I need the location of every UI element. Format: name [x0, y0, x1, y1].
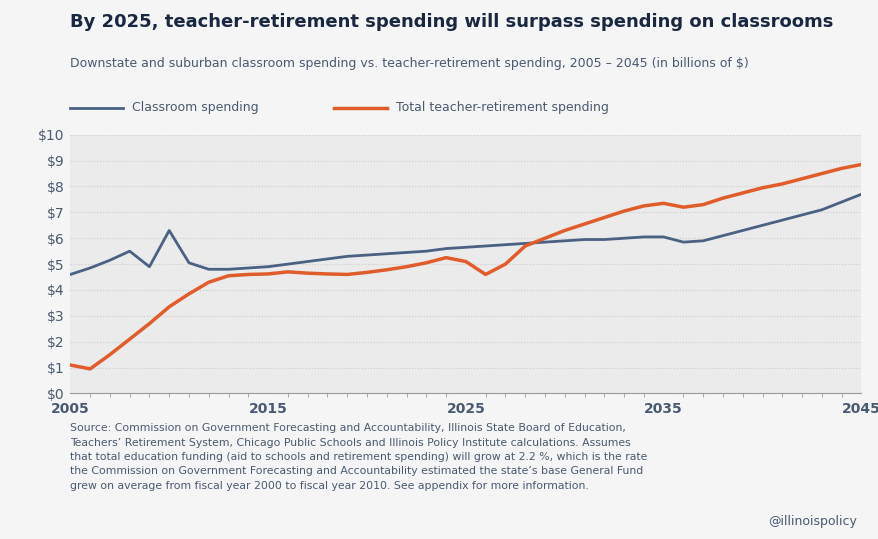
- Text: Downstate and suburban classroom spending vs. teacher-retirement spending, 2005 : Downstate and suburban classroom spendin…: [70, 57, 748, 70]
- Text: Source: Commission on Government Forecasting and Accountability, Illinois State : Source: Commission on Government Forecas…: [70, 423, 647, 490]
- Text: @illinoispolicy: @illinoispolicy: [767, 515, 856, 528]
- Text: Classroom spending: Classroom spending: [132, 101, 258, 114]
- Text: Total teacher-retirement spending: Total teacher-retirement spending: [395, 101, 608, 114]
- Text: By 2025, teacher-retirement spending will surpass spending on classrooms: By 2025, teacher-retirement spending wil…: [70, 13, 832, 31]
